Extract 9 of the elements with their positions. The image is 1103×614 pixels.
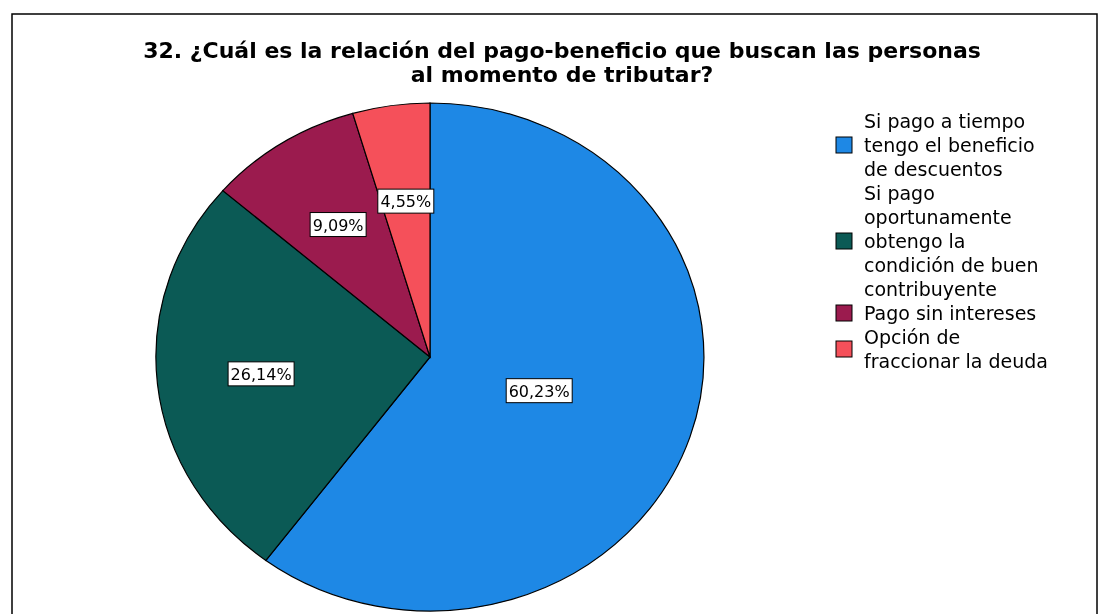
data-label: 9,09% [312,215,364,235]
legend-label: Si pago a tiempo tengo el beneficio de descuentos [864,110,1035,180]
data-label: 60,23% [508,381,570,401]
data-label: 26,14% [230,364,292,384]
legend-label: Opción de fraccionar la deuda [864,326,1048,372]
legend-label: Pago sin intereses [864,302,1037,324]
legend-label: Si pago oportunamente obtengo la condición de buen contribuyente [864,182,1039,300]
data-label: 4,55% [380,192,432,212]
chart-title: 32. ¿Cuál es la relación del pago-beneficio que buscan las personas al momento de tributar? [143,38,981,87]
